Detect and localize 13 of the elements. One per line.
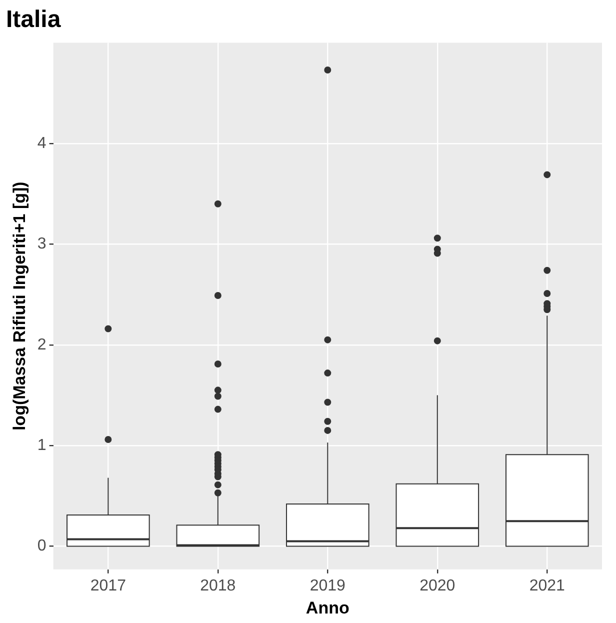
y-tick-label: 1 xyxy=(37,436,46,454)
y-tick-label: 0 xyxy=(37,538,46,555)
x-axis-title: Anno xyxy=(306,598,350,618)
y-tick-label: 3 xyxy=(37,236,46,253)
x-tick-label: 2020 xyxy=(420,577,456,594)
y-tick-label: 2 xyxy=(37,336,46,354)
y-axis-title: log(Massa Rifiuti Ingeriti+1 [g]) xyxy=(10,182,29,431)
x-tick-label: 2017 xyxy=(90,577,126,594)
chart-title: Italia xyxy=(6,6,62,34)
x-tick-label: 2021 xyxy=(529,577,566,594)
x-tick-label: 2019 xyxy=(310,577,346,594)
x-tick-label: 2018 xyxy=(200,577,236,594)
y-tick-label: 4 xyxy=(37,134,46,152)
